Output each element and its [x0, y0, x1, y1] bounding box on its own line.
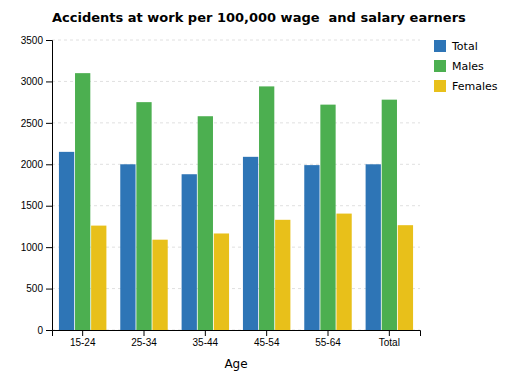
bar [304, 165, 319, 330]
legend-item: Females [434, 80, 498, 93]
tick: 3000 [21, 76, 52, 87]
tick-label: 2000 [21, 159, 44, 170]
tick-label: 25-34 [131, 337, 157, 348]
bar [120, 164, 135, 330]
bar [382, 100, 397, 330]
tick-mark [46, 164, 52, 165]
tick-mark [389, 330, 390, 336]
tick-label: 15-24 [70, 337, 96, 348]
tick-mark [328, 330, 329, 336]
bar [275, 220, 290, 330]
bars [59, 73, 413, 330]
tick-mark [205, 330, 206, 336]
bar-series [91, 214, 413, 330]
tick-label: 500 [26, 283, 43, 294]
legend: Total Males Females [434, 40, 498, 93]
tick-mark [46, 206, 52, 207]
grid-line [52, 40, 420, 41]
tick-mark [46, 40, 52, 41]
tick: 1000 [21, 242, 52, 253]
tick-mark [46, 247, 52, 248]
tick-label: 3000 [21, 76, 44, 87]
grid-line [52, 288, 420, 289]
tick-mark [46, 123, 52, 124]
tick: 3500 [21, 35, 52, 46]
bar [214, 233, 229, 330]
tick-mark [46, 330, 52, 331]
tick: 55-64 [315, 330, 341, 348]
legend-label: Females [452, 80, 498, 93]
grid-line [52, 81, 420, 82]
tick-mark [46, 81, 52, 82]
bar [398, 225, 413, 330]
tick-label: 55-64 [315, 337, 341, 348]
bar [91, 226, 106, 330]
grid-line [52, 122, 420, 123]
bar [259, 86, 274, 330]
axis-line [53, 331, 421, 337]
tick-label: 1500 [21, 200, 44, 211]
tick: 0 [37, 325, 52, 336]
bar [182, 174, 197, 330]
tick-label: 45-54 [254, 337, 280, 348]
tick-mark [82, 330, 83, 336]
tick-label: 3500 [21, 35, 44, 46]
bar [243, 157, 258, 330]
bar [320, 105, 335, 330]
tick-label: 35-44 [193, 337, 219, 348]
legend-swatch [434, 80, 446, 92]
plot: 15-24 25-34 35-44 45-54 55-64 Total 0 500 1000 15… [21, 35, 421, 348]
bar [136, 102, 151, 330]
grid [52, 40, 420, 330]
bar [59, 152, 74, 330]
grid-line [52, 247, 420, 248]
bar [75, 73, 90, 330]
bar [152, 240, 167, 330]
bar [198, 116, 213, 330]
tick: 2500 [21, 118, 52, 129]
title: Accidents at work per 100,000 wage and s… [52, 10, 466, 25]
grid-line [52, 205, 420, 206]
chart: 15-24 25-34 35-44 45-54 55-64 Total 0 500 1000 15… [0, 0, 530, 378]
tick: 1500 [21, 200, 52, 211]
tick-mark [46, 289, 52, 290]
tick-mark [266, 330, 267, 336]
tick: 35-44 [193, 330, 219, 348]
x-axis-title: Age [224, 357, 247, 371]
tick: 45-54 [254, 330, 280, 348]
grid-line [52, 164, 420, 165]
bar [336, 214, 351, 330]
bar [366, 164, 381, 330]
tick: 15-24 [70, 330, 96, 348]
legend-swatch [434, 40, 446, 52]
legend-swatch [434, 60, 446, 72]
tick-label: 1000 [21, 242, 44, 253]
tick-label: 0 [37, 325, 43, 336]
axis-line [46, 41, 53, 331]
bar-series [75, 73, 397, 330]
tick: 25-34 [131, 330, 157, 348]
legend-item: Total [434, 40, 478, 53]
legend-label: Total [451, 40, 478, 53]
x-axis: 15-24 25-34 35-44 45-54 55-64 Total [53, 330, 421, 348]
y-axis: 0 500 1000 1500 2000 2500 3000 3500 [21, 35, 53, 336]
tick: Total [379, 330, 400, 348]
tick: 500 [26, 283, 52, 294]
tick-mark [144, 330, 145, 336]
tick-label: 2500 [21, 118, 44, 129]
tick: 2000 [21, 159, 52, 170]
tick-label: Total [379, 337, 400, 348]
legend-item: Males [434, 60, 484, 73]
legend-label: Males [452, 60, 484, 73]
